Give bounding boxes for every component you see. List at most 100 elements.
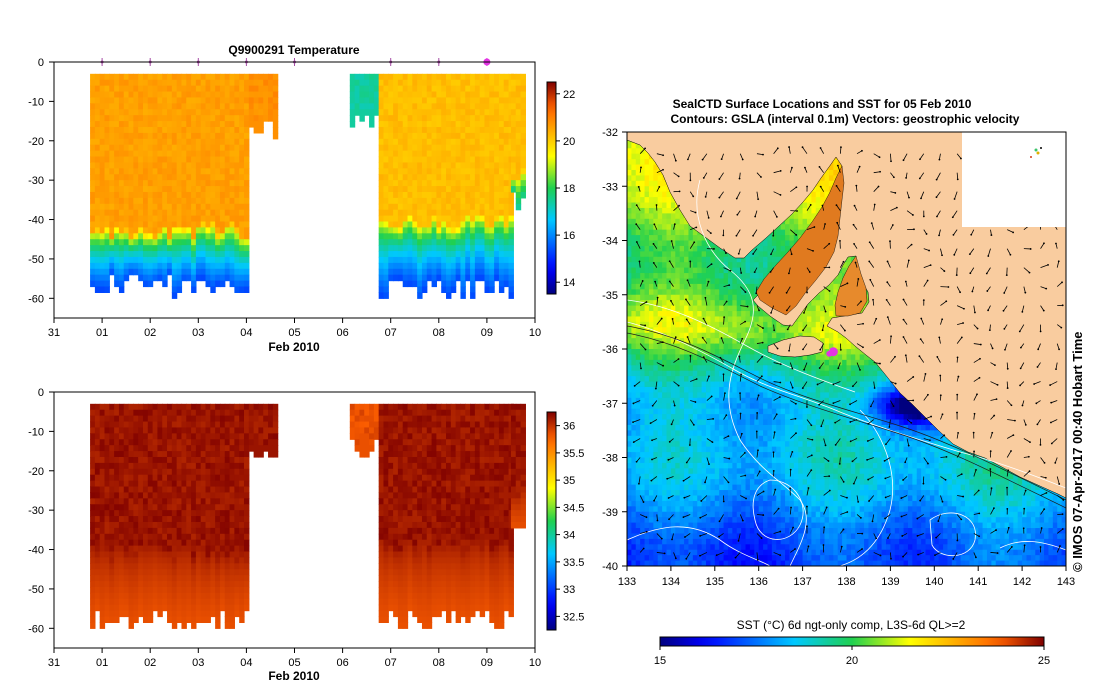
temp-cell xyxy=(470,156,476,164)
temp-cell xyxy=(142,256,149,264)
sal-cell xyxy=(494,551,500,559)
sal-cell xyxy=(479,510,486,517)
sal-cell xyxy=(421,409,428,417)
temp-cell xyxy=(441,97,447,104)
temp-cell xyxy=(412,215,418,223)
temp-cell xyxy=(104,73,110,81)
temp-cell xyxy=(515,126,522,134)
sal-cell xyxy=(114,581,120,588)
sal-cell xyxy=(176,516,183,523)
temp-cell xyxy=(470,203,476,211)
temp-cell xyxy=(162,138,168,146)
temp-cell xyxy=(128,73,134,81)
sal-cell xyxy=(421,622,428,629)
temp-cell xyxy=(402,85,409,93)
sal-cell xyxy=(142,498,149,505)
sal-cell xyxy=(123,551,130,559)
sal-cell xyxy=(436,462,442,470)
sal-cell xyxy=(489,575,495,582)
temp-cell xyxy=(431,197,437,205)
sal-cell xyxy=(176,409,183,417)
sal-cell xyxy=(239,610,245,618)
sal-cell xyxy=(446,592,452,600)
temp-cell xyxy=(431,191,437,199)
sal-cell xyxy=(460,480,466,488)
temp-cell xyxy=(498,121,505,128)
temp-cell xyxy=(114,180,120,187)
temp-cell xyxy=(503,97,510,104)
sal-cell xyxy=(176,521,183,529)
sst-cell xyxy=(631,218,637,225)
temp-cell xyxy=(455,239,462,246)
temp-cell xyxy=(171,280,178,288)
sal-cell xyxy=(104,486,110,494)
temp-cell xyxy=(378,215,385,223)
temp-cell xyxy=(393,274,399,282)
temp-x-tick-label: 04 xyxy=(240,327,252,339)
sal-cell xyxy=(147,492,154,499)
temp-cell xyxy=(243,186,250,193)
sal-cell xyxy=(484,480,490,488)
temp-cell xyxy=(474,109,481,116)
temp-cell xyxy=(460,221,466,229)
temp-cell xyxy=(402,168,409,175)
sal-cell xyxy=(167,557,173,564)
temp-cell xyxy=(489,215,495,223)
sal-cell xyxy=(373,433,380,440)
temp-cell xyxy=(200,91,207,99)
sal-cell xyxy=(104,581,110,588)
sal-cell xyxy=(450,504,457,511)
temp-cell xyxy=(431,280,437,288)
temp-cell xyxy=(210,115,216,122)
sal-cell xyxy=(421,563,428,570)
sal-cell xyxy=(205,486,211,494)
sal-cell xyxy=(138,439,144,446)
temp-cell xyxy=(181,156,187,164)
sal-cell xyxy=(253,403,260,411)
temp-cell xyxy=(470,126,476,134)
temp-cell xyxy=(494,97,500,104)
sal-cell xyxy=(369,439,375,446)
temp-cell xyxy=(200,126,207,134)
sal-cell xyxy=(162,492,168,499)
sst-cell xyxy=(627,452,632,458)
sal-cell xyxy=(446,415,452,423)
temp-cell xyxy=(446,132,452,140)
temp-cell xyxy=(90,262,96,270)
sal-cell xyxy=(498,510,505,517)
temp-cell xyxy=(243,251,250,258)
temp-cell xyxy=(402,103,409,110)
temp-cell xyxy=(441,233,447,240)
sal-cell xyxy=(383,421,389,429)
temp-cell xyxy=(474,144,481,152)
temp-cell xyxy=(142,239,149,246)
temp-cell xyxy=(181,109,187,116)
sal-cell xyxy=(450,598,457,606)
sal-cell xyxy=(167,521,173,529)
temp-cell xyxy=(147,85,154,93)
sal-cell xyxy=(465,586,471,594)
temp-cell xyxy=(402,245,409,252)
sal-cell xyxy=(109,516,115,523)
temp-cell xyxy=(104,227,110,234)
temp-cell xyxy=(176,280,183,288)
sal-cell xyxy=(142,409,149,417)
temp-cell xyxy=(383,126,389,134)
temp-cell xyxy=(186,245,192,252)
temp-cell xyxy=(142,109,149,116)
sal-cell xyxy=(138,486,144,494)
sal-cell xyxy=(465,492,471,499)
temp-cell xyxy=(200,262,207,270)
temp-cell xyxy=(503,162,510,169)
sst-cell xyxy=(627,316,632,323)
sal-cell xyxy=(99,433,106,440)
temp-cell xyxy=(436,274,442,282)
sal-cell xyxy=(152,551,159,559)
sal-cell xyxy=(465,521,471,529)
temp-cell xyxy=(364,73,370,81)
sal-cell xyxy=(243,575,250,582)
sal-cell xyxy=(186,545,192,553)
temp-cell xyxy=(417,221,423,229)
temp-cell xyxy=(171,115,178,122)
temp-cell xyxy=(239,109,245,116)
